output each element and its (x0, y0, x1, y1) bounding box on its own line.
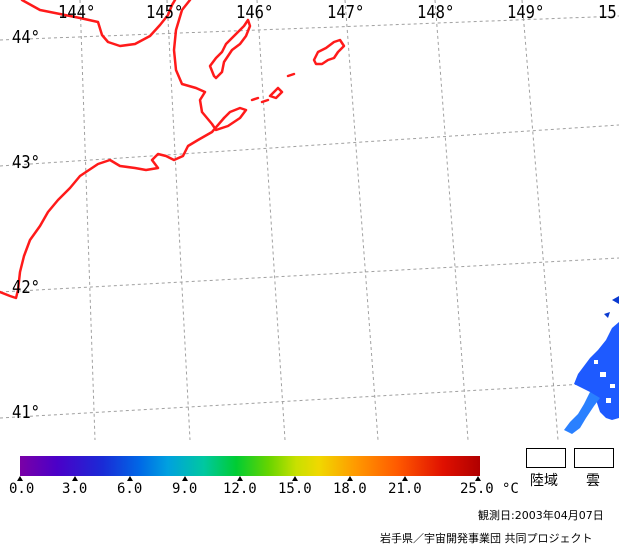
cloud-legend-swatch (574, 448, 614, 468)
scale-tick (182, 476, 188, 481)
scale-value: 21.0 (388, 481, 422, 497)
longitude-line-147 (344, 0, 379, 440)
etorofu-island (312, 38, 346, 66)
scale-value: 3.0 (62, 481, 88, 497)
scale-tick (292, 476, 298, 481)
latitude-label-43: 43° (12, 152, 40, 173)
hokkaido-pacific-coast (0, 116, 226, 300)
coastline (0, 0, 346, 300)
longitude-label-146: 146° (236, 2, 274, 23)
sst-patch-edge (604, 296, 619, 318)
scale-unit: °C (502, 481, 519, 497)
latitude-line-42 (0, 257, 619, 293)
longitude-line-145 (166, 0, 191, 440)
graticule (0, 0, 619, 440)
sst-patch-main (574, 322, 619, 420)
latitude-line-43 (0, 124, 619, 167)
patch-gap (600, 372, 606, 377)
longitude-line-148 (434, 0, 469, 440)
habomai-islets (250, 72, 296, 104)
sst-data-patch (564, 296, 619, 434)
latitude-label-42: 42° (12, 277, 40, 298)
observation-date: 観測日:2003年04月07日 (478, 509, 604, 522)
shiretoko-peninsula (172, 0, 248, 132)
longitude-label-148: 148° (417, 2, 455, 23)
latitude-label-41: 41° (12, 402, 40, 423)
patch-gap (594, 360, 598, 364)
scale-tick (72, 476, 78, 481)
land-legend-label: 陸域 (530, 473, 558, 489)
longitude-line-146 (256, 0, 286, 440)
scale-value: 15.0 (278, 481, 312, 497)
longitude-label-150: 15 (598, 2, 617, 23)
land-legend-swatch (526, 448, 566, 468)
scale-value: 12.0 (223, 481, 257, 497)
patch-gap (606, 398, 611, 403)
sst-patch-fringe (564, 392, 600, 434)
longitude-line-144 (79, 0, 96, 440)
hokkaido-north-coast (20, 0, 177, 48)
longitude-line-149 (521, 0, 559, 440)
sea-surface-temperature-map (0, 0, 619, 440)
latitude-label-44: 44° (12, 27, 40, 48)
patch-gap (610, 384, 615, 388)
scale-value: 6.0 (117, 481, 143, 497)
scale-value: 0.0 (9, 481, 35, 497)
longitude-label-144: 144° (58, 2, 96, 23)
scale-value: 9.0 (172, 481, 198, 497)
cloud-legend-label: 雲 (586, 473, 600, 489)
longitude-label-149: 149° (507, 2, 545, 23)
scale-tick (17, 476, 23, 481)
scale-value: 18.0 (333, 481, 367, 497)
scale-tick (237, 476, 243, 481)
scale-tick (127, 476, 133, 481)
scale-value: 25.0 (460, 481, 494, 497)
kunashiri-island (208, 18, 252, 80)
scale-tick (402, 476, 408, 481)
latitude-line-41 (0, 381, 619, 419)
longitude-label-145: 145° (146, 2, 184, 23)
temperature-color-scale (20, 456, 480, 476)
scale-tick (475, 476, 481, 481)
longitude-label-147: 147° (327, 2, 365, 23)
scale-tick (347, 476, 353, 481)
sst-patch-gaps (594, 360, 615, 403)
credit-text: 岩手県／宇宙開発事業団 共同プロジェクト (380, 532, 593, 545)
